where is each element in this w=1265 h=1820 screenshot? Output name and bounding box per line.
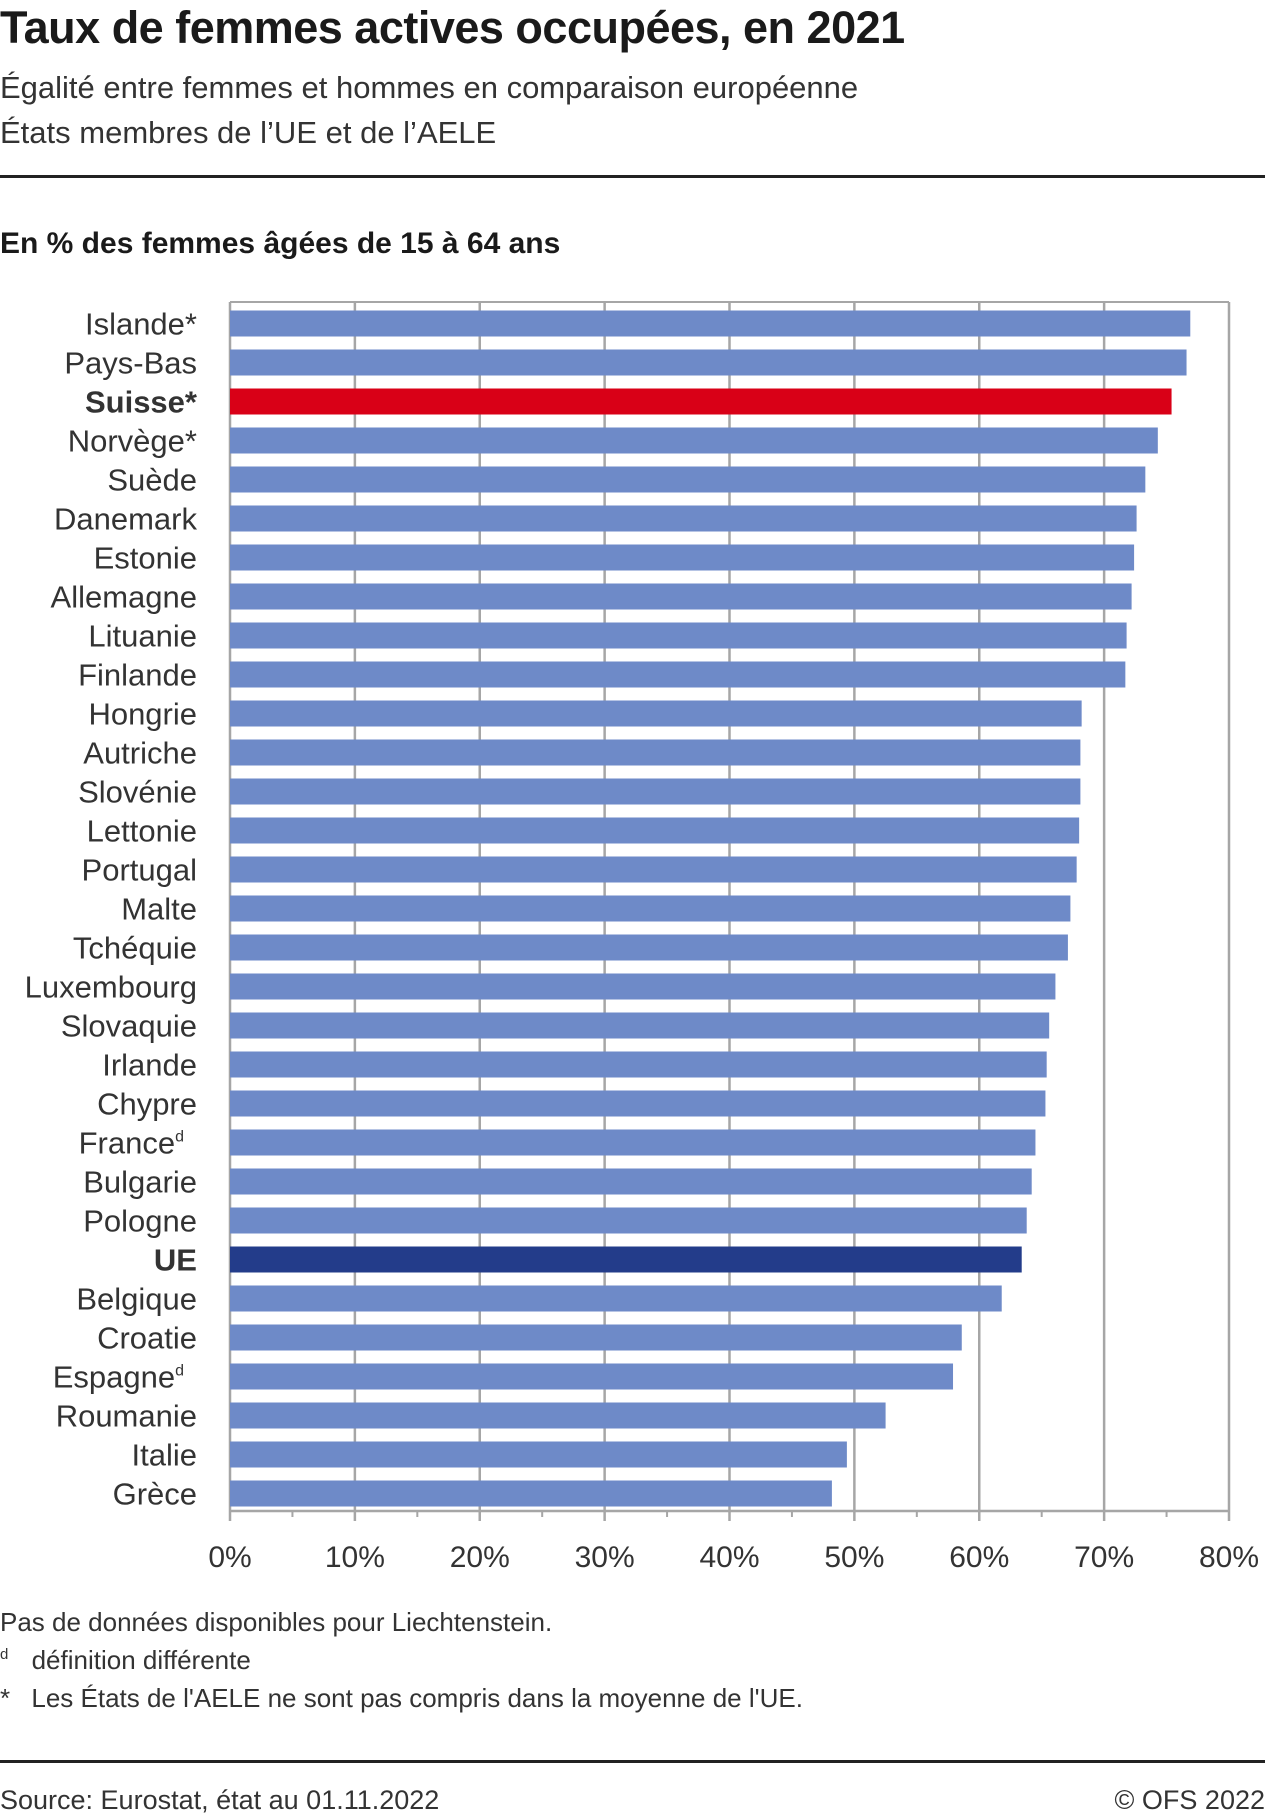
category-label: Franced [79, 1126, 184, 1161]
bar-irlande [230, 1051, 1047, 1078]
bar-pologne [230, 1207, 1027, 1234]
bar-luxembourg [230, 973, 1056, 1000]
bar-chypre [230, 1090, 1046, 1117]
category-label: Portugal [82, 853, 197, 888]
x-tick-label: 70% [1074, 1541, 1134, 1574]
category-label: Malte [121, 892, 197, 927]
category-label: Suisse* [85, 385, 198, 420]
x-tick-label: 0% [208, 1541, 251, 1574]
chart-subtitle-1: Égalité entre femmes et hommes en compar… [0, 70, 859, 105]
category-label: Slovénie [78, 775, 197, 810]
bar-slovaquie [230, 1012, 1050, 1039]
bar-italie [230, 1441, 847, 1468]
note-star-marker: * [0, 1683, 11, 1713]
category-label: Espagned [53, 1360, 184, 1395]
category-label: Slovaquie [61, 1009, 197, 1044]
category-label: Tchéquie [73, 931, 197, 966]
bar-roumanie [230, 1402, 886, 1429]
x-tick-label: 80% [1199, 1541, 1259, 1574]
category-label: Belgique [76, 1282, 197, 1317]
category-label: Irlande [102, 1048, 197, 1083]
bar-estonie [230, 544, 1135, 571]
chart-subtitle-2: États membres de l’UE et de l’AELE [0, 115, 497, 150]
category-label: Pays-Bas [64, 346, 197, 381]
category-label: Croatie [97, 1321, 197, 1356]
bar-islande [230, 310, 1191, 337]
x-tick-label: 60% [949, 1541, 1009, 1574]
note-efta: * Les États de l'AELE ne sont pas compri… [0, 1683, 803, 1714]
category-label: Luxembourg [25, 970, 197, 1005]
category-label: Chypre [97, 1087, 197, 1122]
x-tick-label: 20% [450, 1541, 510, 1574]
unit-label: En % des femmes âgées de 15 à 64 ans [0, 227, 561, 260]
category-label: Italie [132, 1438, 197, 1473]
category-label-marker: d [175, 1129, 184, 1146]
bar-chart: 0% 10% 20% 30% 40% 50% 60% 70% 80% Islande* Pays-B… [25, 301, 1259, 1574]
footer-divider [0, 1760, 1265, 1763]
bar-hongrie [230, 700, 1082, 727]
category-label: Roumanie [56, 1399, 197, 1434]
category-label: Finlande [78, 658, 197, 693]
bar-lettonie [230, 817, 1080, 844]
bar-suède [230, 466, 1146, 493]
bar-belgique [230, 1285, 1002, 1312]
bar-finlande [230, 661, 1126, 688]
x-tick-label: 40% [699, 1541, 759, 1574]
category-label: Estonie [94, 541, 197, 576]
bar-suisse [230, 388, 1172, 415]
note-d-text: définition différente [31, 1645, 251, 1675]
bar-pays-bas [230, 349, 1187, 376]
x-tick-label: 10% [325, 1541, 385, 1574]
category-label: Lituanie [88, 619, 197, 654]
chart-title: Taux de femmes actives occupées, en 2021 [0, 2, 905, 53]
bar-allemagne [230, 583, 1132, 610]
bar-espagne [230, 1363, 954, 1390]
bar-ue [230, 1246, 1022, 1273]
bar-malte [230, 895, 1071, 922]
bar-bulgarie [230, 1168, 1032, 1195]
source-text: Source: Eurostat, état au 01.11.2022 [0, 1785, 440, 1815]
bar-grèce [230, 1480, 832, 1507]
category-label-marker: * [185, 307, 197, 342]
category-label: UE [154, 1243, 197, 1278]
category-label: Pologne [83, 1204, 197, 1239]
category-label-marker: * [185, 385, 198, 420]
category-label: Autriche [83, 736, 197, 771]
note-star-text: Les États de l'AELE ne sont pas compris … [31, 1683, 803, 1713]
category-label-marker: * [185, 424, 197, 459]
category-label: Lettonie [87, 814, 197, 849]
bar-portugal [230, 856, 1077, 883]
copyright-text: © OFS 2022 [1114, 1785, 1265, 1815]
x-tick-label: 50% [824, 1541, 884, 1574]
category-label-marker: d [175, 1363, 184, 1380]
note-d-marker: d [0, 1646, 9, 1663]
bar-autriche [230, 739, 1081, 766]
category-label: Allemagne [51, 580, 197, 615]
bar-tchéquie [230, 934, 1068, 961]
category-label: Islande* [85, 307, 197, 342]
bar-slovénie [230, 778, 1081, 805]
x-tick-label: 30% [575, 1541, 635, 1574]
header-divider [0, 175, 1265, 178]
category-label: Grèce [113, 1477, 197, 1512]
bar-lituanie [230, 622, 1127, 649]
bar-danemark [230, 505, 1137, 532]
bar-croatie [230, 1324, 962, 1351]
category-label: Suède [107, 463, 197, 498]
category-label: Bulgarie [83, 1165, 197, 1200]
bar-france [230, 1129, 1036, 1156]
note-liechtenstein: Pas de données disponibles pour Liechten… [0, 1607, 553, 1637]
category-label: Hongrie [88, 697, 197, 732]
note-definition: d définition différente [0, 1645, 251, 1676]
category-label: Norvège* [68, 424, 197, 459]
category-label: Danemark [54, 502, 197, 537]
bar-norvège [230, 427, 1158, 454]
